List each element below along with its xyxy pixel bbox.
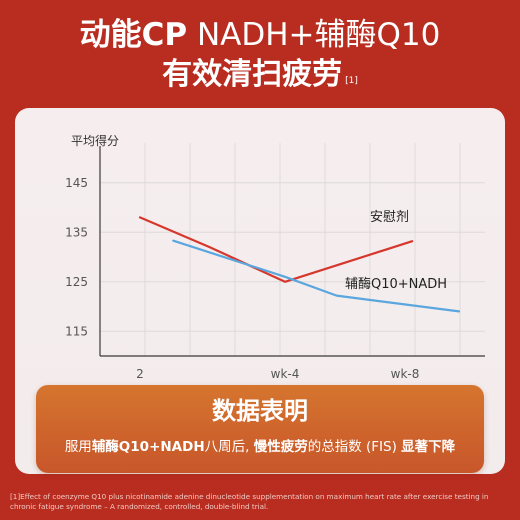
summary-text-part: 辅酶Q10+NADH (91, 439, 205, 455)
x-tick-label: 2 (136, 367, 144, 381)
summary-text-part: 显著下降 (401, 439, 456, 455)
chart-ticks: 115 125 135 145 2 wk-4 wk-8 (65, 176, 419, 381)
footnote-reference: [1]Effect of coenzyme Q10 plus nicotinam… (10, 492, 489, 511)
x-tick-label: wk-4 (271, 367, 300, 381)
summary-text-part: 的总指数 (FIS) (307, 439, 402, 455)
series-line-treatment (172, 239, 461, 313)
y-tick-label: 135 (65, 225, 88, 239)
series-label-treatment: 辅酶Q10+NADH (345, 276, 447, 292)
y-tick-label: 125 (65, 275, 88, 289)
summary-text-part: 八周后, (204, 439, 254, 455)
chart-grid (100, 143, 485, 356)
chart-axes (99, 146, 485, 357)
summary-title: 数据表明 (212, 397, 308, 425)
series-label-placebo: 安慰剂 (370, 210, 409, 225)
subtitle-text: 有效清扫疲劳 (162, 57, 343, 92)
page-subtitle: 有效清扫疲劳 [1] (0, 56, 520, 94)
y-tick-label: 115 (65, 324, 88, 338)
y-axis-label: 平均得分 (71, 133, 119, 148)
summary-text: 服用辅酶Q10+NADH八周后, 慢性疲劳的总指数 (FIS) 显著下降 (36, 437, 484, 457)
summary-text-part: 慢性疲劳 (253, 439, 308, 455)
summary-box: 数据表明 服用辅酶Q10+NADH八周后, 慢性疲劳的总指数 (FIS) 显著下… (36, 385, 484, 473)
page-title: 动能CP NADH+辅酶Q10 (0, 16, 520, 54)
title-brand: 动能CP (79, 17, 188, 53)
series-line-placebo (138, 216, 414, 283)
summary-text-part: 服用 (64, 439, 92, 455)
y-tick-label: 145 (65, 176, 88, 190)
x-tick-label: wk-8 (391, 367, 420, 381)
chart-lines (138, 216, 461, 313)
title-product: NADH+辅酶Q10 (187, 17, 441, 53)
subtitle-reference: [1] (345, 76, 358, 86)
